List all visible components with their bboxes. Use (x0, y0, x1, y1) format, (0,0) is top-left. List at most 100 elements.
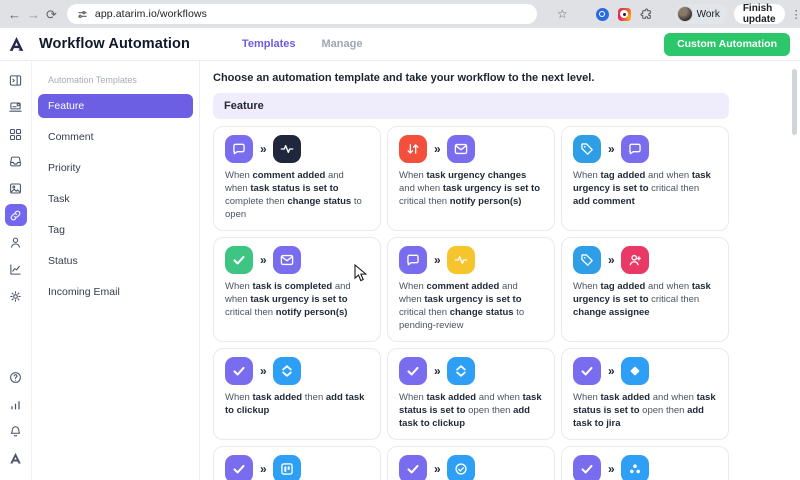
activity-icon (446, 246, 475, 274)
template-card[interactable]: » When task is completed and when task ur… (213, 237, 381, 342)
refresh-icon[interactable]: ⟳ (46, 6, 57, 22)
sidebar-item-status[interactable]: Status (48, 255, 78, 267)
then-chevrons-icon: » (434, 142, 441, 156)
clickup-icon (272, 357, 301, 385)
card-description: When task is completed and when task urg… (225, 281, 351, 318)
browser-menu-icon[interactable]: ⋮ (790, 8, 800, 21)
browser-toolbar: ← → ⟳ app.atarim.io/workflows ☆ Work Fin… (0, 0, 800, 28)
activity-icon (272, 135, 301, 163)
custom-automation-button[interactable]: Custom Automation (664, 32, 790, 56)
atarim-logo[interactable] (0, 28, 32, 61)
card-description: When task urgency changes and when task … (399, 170, 540, 207)
card-description: When tag added and when task urgency is … (573, 281, 711, 318)
scrollbar[interactable] (792, 69, 797, 135)
password-extension-icon[interactable] (595, 7, 609, 21)
comment-icon (399, 246, 427, 274)
finish-update-button[interactable]: Finish update (733, 3, 785, 25)
card-icon-row: » (573, 135, 717, 163)
card-icon-row: » (573, 246, 717, 274)
card-icon-row: » (225, 357, 369, 385)
then-chevrons-icon: » (260, 364, 267, 378)
tag-icon (573, 135, 601, 163)
template-card[interactable]: » When task urgency changes and when task… (387, 126, 555, 231)
usage-icon[interactable] (5, 393, 27, 415)
template-card[interactable]: » When comment added and when task urgenc… (387, 237, 555, 342)
check-icon (399, 455, 427, 480)
then-chevrons-icon: » (260, 462, 267, 476)
sidebar-item-tag[interactable]: Tag (48, 224, 65, 236)
card-icon-row: » (399, 357, 543, 385)
comment-icon (225, 135, 253, 163)
then-chevrons-icon: » (608, 462, 615, 476)
tag-icon (573, 246, 601, 274)
card-icon-row: » (225, 135, 369, 163)
then-chevrons-icon: » (608, 253, 615, 267)
template-card[interactable]: »When task added and when task status is… (387, 348, 555, 440)
template-card[interactable]: » When comment added and when task status… (213, 126, 381, 231)
intro-text: Choose an automation template and take y… (213, 72, 595, 84)
template-card[interactable]: »When task added and when task status is… (561, 446, 729, 480)
check-icon (573, 357, 601, 385)
card-icon-row: » (399, 455, 543, 480)
media-icon[interactable] (5, 177, 27, 199)
card-icon-row: » (573, 455, 717, 480)
avatar (676, 6, 693, 22)
template-card[interactable]: » When task added and when task status is… (561, 348, 729, 440)
then-chevrons-icon: » (608, 364, 615, 378)
extension-icons (595, 7, 653, 21)
profile-icon[interactable] (5, 231, 27, 253)
template-card[interactable]: »When task added and when task status is… (387, 446, 555, 480)
page-title: Workflow Automation (39, 36, 190, 52)
then-chevrons-icon: » (608, 142, 615, 156)
forward-icon[interactable]: → (27, 6, 40, 22)
workflow-icon[interactable] (4, 204, 27, 226)
main-content: Choose an automation template and take y… (200, 61, 800, 480)
back-icon[interactable]: ← (8, 6, 21, 22)
inbox-icon[interactable] (5, 150, 27, 172)
help-icon[interactable] (5, 366, 27, 388)
template-card[interactable]: » When tag added and when task urgency is… (561, 237, 729, 342)
person-plus-icon (620, 246, 649, 274)
template-card[interactable]: » When tag added and when task urgency is… (561, 126, 729, 231)
analytics-icon[interactable] (5, 258, 27, 280)
then-chevrons-icon: » (434, 364, 441, 378)
urgency-icon (399, 135, 427, 163)
tab-templates[interactable]: Templates (241, 38, 296, 50)
basecamp-icon (446, 455, 475, 480)
template-card[interactable]: »When task added and when task status is… (213, 446, 381, 480)
card-icon-row: » (573, 357, 717, 385)
profile-label: Work (696, 8, 720, 20)
apps-grid-icon[interactable] (5, 123, 27, 145)
browser-profile-chip[interactable]: Work (674, 4, 728, 24)
card-description: When task added and when task status is … (573, 392, 716, 429)
jira-icon (620, 357, 649, 385)
check-icon (225, 246, 253, 274)
templates-sidebar: Automation Templates Feature Comment Prior… (32, 61, 200, 480)
atarim-icon[interactable] (5, 447, 27, 469)
check-icon (225, 455, 253, 480)
section-header: Feature (213, 93, 729, 119)
template-card[interactable]: » When task added then add task to clicku… (213, 348, 381, 440)
sidebar-item-priority[interactable]: Priority (48, 162, 81, 174)
sidebar-item-task[interactable]: Task (48, 193, 70, 205)
template-grid: » When comment added and when task status… (213, 126, 729, 480)
extensions-puzzle-icon[interactable] (640, 8, 653, 21)
sidebar-item-incoming-email[interactable]: Incoming Email (48, 286, 120, 298)
tab-manage[interactable]: Manage (321, 38, 363, 50)
sidebar-item-comment[interactable]: Comment (48, 131, 94, 143)
card-description: When comment added and when task urgency… (399, 281, 525, 331)
screen-recorder-extension-icon[interactable] (617, 7, 631, 21)
icon-rail (0, 61, 32, 480)
bookmark-star-icon[interactable]: ☆ (556, 7, 568, 21)
trello-icon (272, 455, 301, 480)
card-icon-row: » (399, 135, 543, 163)
sidebar-item-feature[interactable]: Feature (38, 94, 193, 118)
settings-icon[interactable] (5, 285, 27, 307)
laptop-icon[interactable] (5, 96, 27, 118)
notifications-icon[interactable] (5, 420, 27, 442)
site-info-icon[interactable] (77, 9, 88, 20)
card-icon-row: » (225, 246, 369, 274)
address-bar[interactable]: app.atarim.io/workflows (66, 4, 537, 24)
panels-icon[interactable] (5, 69, 27, 91)
then-chevrons-icon: » (434, 462, 441, 476)
